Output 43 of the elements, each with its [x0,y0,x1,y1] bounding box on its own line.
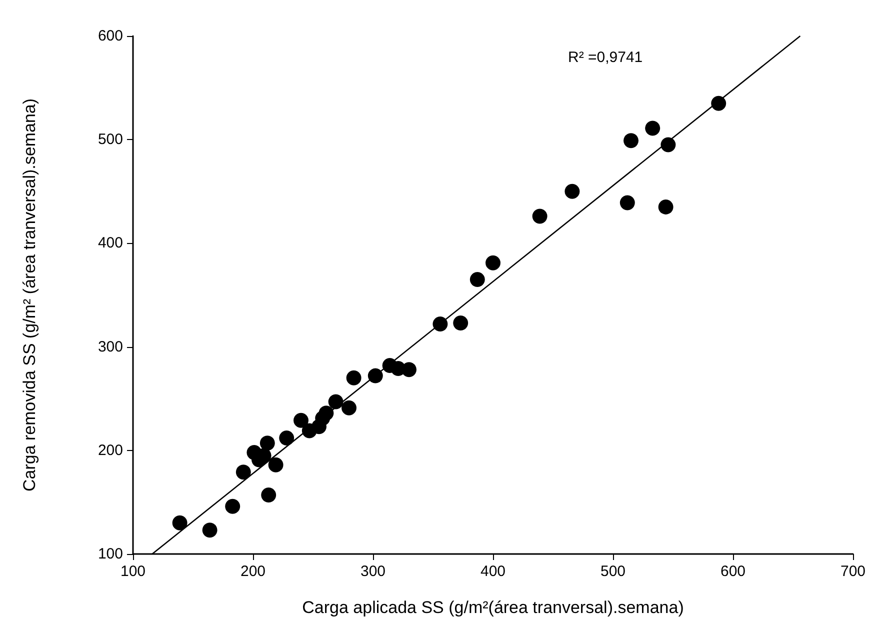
point [658,199,674,214]
x-tick-label: 700 [840,563,866,580]
point [645,120,660,136]
x-tick-label: 100 [120,563,146,580]
y-axis-title: Carga removida SS (g/m² (área tranversal).semana) [20,98,39,492]
x-tick-label: 300 [360,563,386,580]
point [202,522,218,538]
x-tick-label: 400 [480,563,506,580]
x-tick-label: 500 [600,563,626,580]
point [486,255,500,270]
point [432,316,448,332]
point [342,400,356,416]
x-tick-label: 600 [720,563,746,580]
x-axis-title: Carga aplicada SS (g/m²(área tranversal).semana) [302,598,684,617]
point [368,368,383,384]
point [225,498,240,514]
point [346,370,362,386]
point [268,457,284,472]
point [236,464,251,480]
point [470,272,485,287]
point [532,208,548,224]
point [402,362,416,378]
point [620,195,635,210]
y-tick-label: 300 [98,338,123,356]
point [711,96,726,111]
annotation: R² =0,9741 [568,49,643,66]
point [260,436,275,451]
point [261,487,276,502]
point [172,515,188,530]
y-tick-label: 500 [98,131,123,148]
point [294,412,308,428]
y-tick-label: 600 [98,28,123,44]
y-tick-label: 100 [98,546,123,562]
point [453,315,468,330]
point [660,137,676,152]
point [328,394,344,410]
y-tick-label: 400 [98,234,123,252]
point [564,184,580,199]
y-tick-label: 200 [98,442,123,459]
x-tick-label: 200 [240,563,266,580]
point [318,406,334,421]
point [279,430,294,446]
point [624,133,638,148]
